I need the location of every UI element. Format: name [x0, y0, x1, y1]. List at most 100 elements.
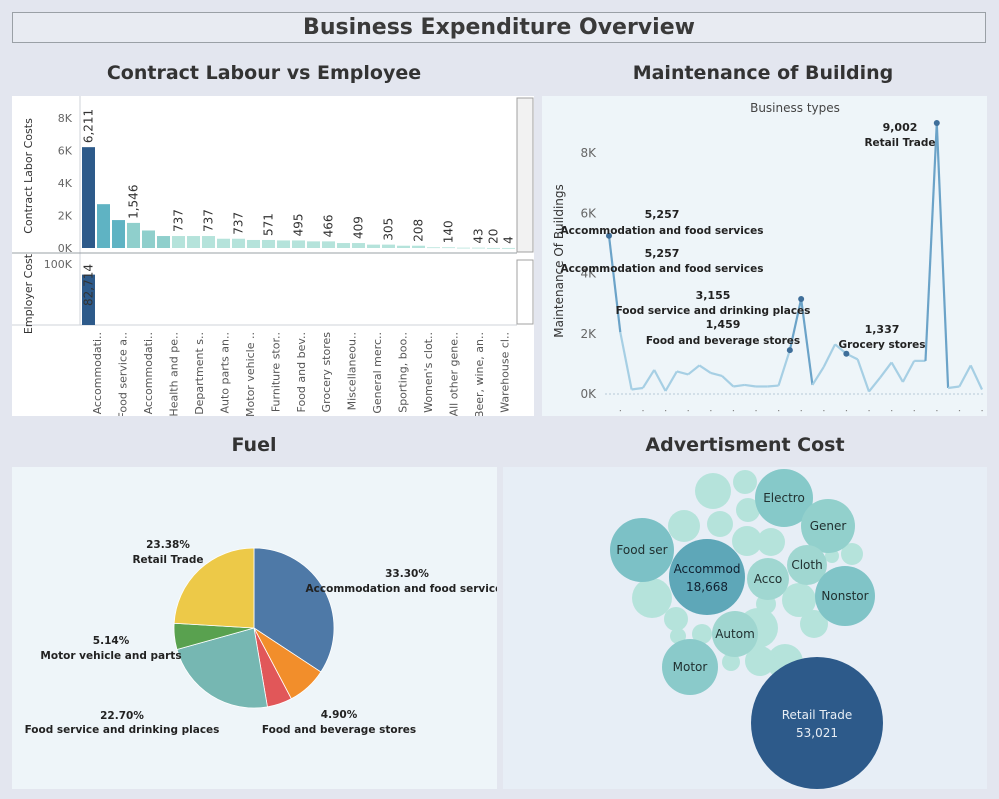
- pie-name-label: Food and beverage stores: [262, 724, 416, 736]
- bar: [127, 222, 140, 248]
- pie-slice: [173, 547, 255, 629]
- x-category-label: Grocery stores: [320, 332, 333, 413]
- bubble: [632, 578, 672, 618]
- bubble: [733, 470, 757, 494]
- y-tick-label: 6K: [580, 206, 597, 220]
- x-category-label: Accommodati..: [142, 332, 155, 414]
- line-segment: [777, 349, 791, 386]
- y-tick-label: 0K: [580, 387, 597, 401]
- x-category-label: Department s..: [193, 332, 206, 415]
- x-category-label: Women's clot..: [422, 332, 435, 413]
- bar: [382, 244, 395, 248]
- ads-bubble-chart: Retail Trade 53,021 Accommod 18,668 Electro G…: [610, 469, 883, 789]
- x-tick-mark: [619, 410, 622, 412]
- x-tick-mark: [732, 410, 735, 412]
- bubble-label: Gener: [810, 519, 847, 533]
- bubble: [800, 610, 828, 638]
- bar: [307, 241, 320, 248]
- annotation-value: 1,459: [706, 318, 741, 331]
- line-segment: [958, 364, 972, 387]
- bar: [337, 243, 350, 248]
- pie-name-label: Food service and drinking places: [25, 724, 220, 736]
- line-segment: [631, 386, 644, 391]
- data-point: [798, 296, 805, 303]
- line-chart-title: Business types: [750, 101, 840, 115]
- bubble: [782, 583, 816, 617]
- bubble-label: Autom: [715, 627, 755, 641]
- y-axis-title: Employer Cost: [22, 253, 35, 334]
- x-category-label: Miscellaneou..: [346, 332, 359, 410]
- bar-value-label: 466: [322, 214, 336, 237]
- x-tick-mark: [778, 410, 780, 412]
- line-segment: [721, 375, 735, 388]
- bar: [202, 236, 215, 248]
- bubble-label: Retail Trade: [782, 708, 853, 722]
- bubble: [670, 628, 686, 644]
- bubble: [722, 653, 740, 671]
- bubble-electro: [755, 469, 813, 527]
- data-point: [843, 350, 850, 357]
- line-segment: [879, 361, 893, 379]
- pie-pct-label: 4.90%: [321, 709, 358, 721]
- x-tick-mark: [687, 410, 689, 412]
- bar: [457, 247, 470, 249]
- annotation-label: Accommodation and food services: [561, 263, 764, 275]
- annotation-value: 5,257: [645, 247, 680, 260]
- x-tick-mark: [936, 410, 938, 412]
- x-tick-mark: [710, 410, 712, 412]
- pie-slice: [176, 627, 268, 709]
- bubble-cloth: [787, 545, 827, 585]
- line-segment: [619, 332, 633, 390]
- line-segment: [664, 370, 678, 392]
- scrollbar-top: [516, 97, 534, 253]
- line-segment: [641, 369, 656, 389]
- line-segment: [653, 369, 667, 392]
- line-segment: [687, 364, 701, 376]
- annotation-label: Grocery stores: [838, 339, 925, 351]
- y-tick-label: 8K: [580, 146, 597, 160]
- y-tick-label: 4K: [58, 177, 73, 190]
- bubble-label: Electro: [763, 491, 805, 505]
- bar: [502, 247, 515, 249]
- x-tick-mark: [845, 410, 848, 412]
- x-category-label: Food service a..: [116, 332, 129, 416]
- y-tick-label: 100K: [44, 258, 73, 271]
- x-tick-mark: [800, 410, 802, 412]
- line-segment: [698, 364, 712, 374]
- x-category-label: Beer, wine, an..: [473, 332, 486, 416]
- ads-title: Advertisment Cost: [645, 434, 845, 456]
- bubble: [732, 526, 762, 556]
- bar: [157, 236, 170, 248]
- x-category-label: Warehouse cl..: [499, 332, 512, 413]
- bubble-label: Accommod: [674, 562, 741, 576]
- contract-labour-chart: 0K 2K 4K 6K 8K 100K Contract Labor Costs Employ…: [12, 96, 534, 419]
- bubble-label: Motor: [673, 660, 708, 674]
- data-point: [606, 232, 612, 239]
- bubble-motor: [662, 639, 718, 695]
- bar-value-label: 6,211: [82, 109, 96, 143]
- line-segment: [924, 122, 938, 361]
- bubble-food-ser: [610, 518, 674, 582]
- bubble-label: Acco: [754, 572, 783, 586]
- bubble: [664, 607, 688, 631]
- annotation-label: Food and beverage stores: [646, 335, 800, 347]
- fuel-panel: 33.30% Accommodation and food services 4.9…: [12, 467, 508, 789]
- bar-value-label: 140: [442, 220, 456, 243]
- x-category-label: Health and pe..: [167, 332, 180, 416]
- bar: [142, 230, 155, 248]
- x-category-label: Motor vehicle ..: [244, 332, 257, 416]
- bar: [172, 236, 185, 248]
- line-segment: [767, 384, 779, 388]
- pie-name-label: Accommodation and food services: [306, 583, 497, 595]
- contract-labour-panel: 0K 2K 4K 6K 8K 100K Contract Labor Costs Employ…: [12, 96, 534, 419]
- bar-value-label: 20: [487, 229, 501, 244]
- bar: [442, 247, 455, 249]
- bar: [232, 238, 245, 248]
- x-tick-mark: [958, 410, 961, 412]
- bar: [277, 240, 290, 248]
- y-axis-title: Contract Labor Costs: [22, 118, 35, 234]
- employer-value-label: 82,714: [82, 264, 96, 306]
- line-segment: [800, 298, 814, 386]
- bubble-nonstor: [815, 566, 875, 626]
- annotation-value: 1,337: [865, 323, 900, 336]
